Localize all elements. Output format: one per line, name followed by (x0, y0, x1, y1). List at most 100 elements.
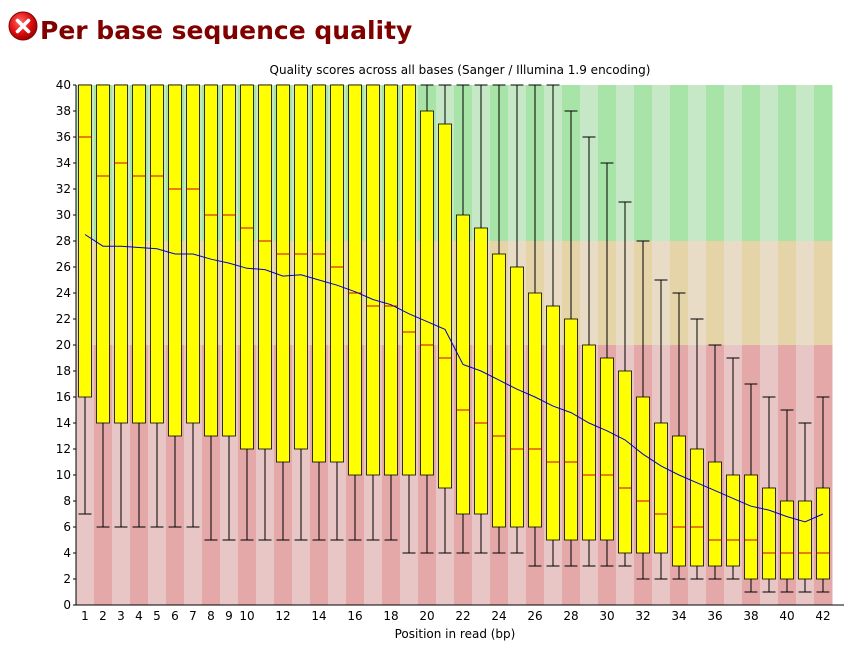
y-tick-label: 20 (56, 338, 71, 352)
y-tick-label: 6 (63, 520, 71, 534)
box-position-3 (114, 84, 128, 424)
band-reasonable-stripe (724, 241, 743, 345)
box-position-27 (546, 305, 560, 541)
y-tick-label: 2 (63, 572, 71, 586)
x-tick-label: 6 (171, 609, 179, 623)
box-position-34 (672, 435, 686, 567)
x-axis-ticks: 1 2 3 4 5 6 7 8 9 10 12 14 16 18 20 22 24 26 28 30 32 34 36 38 4… (81, 609, 830, 623)
box-position-32 (636, 396, 650, 554)
band-reasonable-stripe (742, 241, 761, 345)
x-tick-label: 18 (383, 609, 398, 623)
box-position-20 (420, 110, 434, 476)
box-position-5 (150, 84, 164, 424)
box-position-42 (816, 487, 830, 580)
box-position-13 (294, 84, 308, 450)
y-tick-label: 28 (56, 234, 71, 248)
box-position-1 (78, 84, 92, 398)
band-good-stripe (634, 85, 653, 241)
box-position-12 (276, 84, 290, 463)
x-tick-label: 3 (117, 609, 125, 623)
box-position-40 (780, 500, 794, 580)
y-tick-label: 16 (56, 390, 71, 404)
band-good-stripe (778, 85, 797, 241)
band-reasonable-stripe (706, 241, 725, 345)
y-tick-label: 32 (56, 182, 71, 196)
x-tick-label: 24 (491, 609, 506, 623)
band-reasonable-stripe (760, 241, 779, 345)
x-tick-label: 26 (527, 609, 542, 623)
y-tick-label: 36 (56, 130, 71, 144)
x-axis-label: Position in read (bp) (395, 627, 516, 641)
box-position-6 (168, 84, 182, 437)
x-tick-label: 10 (239, 609, 254, 623)
x-tick-label: 2 (99, 609, 107, 623)
y-tick-label: 26 (56, 260, 71, 274)
band-good-stripe (796, 85, 815, 241)
box-position-2 (96, 84, 110, 424)
x-tick-label: 16 (347, 609, 362, 623)
band-good-stripe (652, 85, 671, 241)
box-position-38 (744, 474, 758, 580)
band-reasonable-stripe (814, 241, 833, 345)
band-good-stripe (742, 85, 761, 241)
box-position-18 (384, 84, 398, 476)
box-position-29 (582, 344, 596, 541)
band-good-stripe (814, 85, 833, 241)
band-good-stripe (706, 85, 725, 241)
box-position-17 (366, 84, 380, 476)
x-tick-label: 7 (189, 609, 197, 623)
x-tick-label: 5 (153, 609, 161, 623)
box-position-21 (438, 123, 452, 489)
x-tick-label: 42 (815, 609, 830, 623)
box-position-36 (708, 461, 722, 567)
box-position-14 (312, 84, 326, 463)
x-tick-label: 22 (455, 609, 470, 623)
band-good-stripe (670, 85, 689, 241)
box-position-15 (330, 84, 344, 463)
y-tick-label: 24 (56, 286, 71, 300)
box-position-19 (402, 84, 416, 476)
x-tick-label: 28 (563, 609, 578, 623)
box-position-31 (618, 370, 632, 554)
box-position-24 (492, 253, 506, 528)
box-position-33 (654, 422, 668, 554)
x-tick-label: 38 (743, 609, 758, 623)
band-reasonable-stripe (778, 241, 797, 345)
y-tick-label: 22 (56, 312, 71, 326)
x-tick-label: 32 (635, 609, 650, 623)
x-tick-label: 36 (707, 609, 722, 623)
page-title: Per base sequence quality (40, 15, 413, 45)
y-tick-label: 40 (56, 78, 71, 92)
median-lines (78, 136, 830, 554)
box-position-35 (690, 448, 704, 567)
mean-line (84, 234, 824, 523)
x-tick-label: 14 (311, 609, 326, 623)
boxes (78, 84, 830, 580)
box-position-30 (600, 357, 614, 541)
band-good-stripe (724, 85, 743, 241)
y-tick-label: 10 (56, 468, 71, 482)
y-tick-label: 8 (63, 494, 71, 508)
box-position-4 (132, 84, 146, 424)
x-tick-label: 30 (599, 609, 614, 623)
x-tick-label: 9 (225, 609, 233, 623)
box-position-16 (348, 84, 362, 476)
y-tick-label: 30 (56, 208, 71, 222)
x-tick-label: 8 (207, 609, 215, 623)
band-reasonable-stripe (796, 241, 815, 345)
y-tick-label: 0 (63, 598, 71, 612)
y-tick-label: 38 (56, 104, 71, 118)
fail-icon (8, 11, 38, 41)
x-tick-label: 1 (81, 609, 89, 623)
box-position-39 (762, 487, 776, 580)
y-tick-label: 34 (56, 156, 71, 170)
box-position-10 (240, 84, 254, 450)
x-tick-label: 40 (779, 609, 794, 623)
box-position-9 (222, 84, 236, 437)
box-position-37 (726, 474, 740, 567)
y-tick-label: 14 (56, 416, 71, 430)
module-header: Per base sequence quality (8, 6, 412, 46)
box-position-26 (528, 292, 542, 528)
